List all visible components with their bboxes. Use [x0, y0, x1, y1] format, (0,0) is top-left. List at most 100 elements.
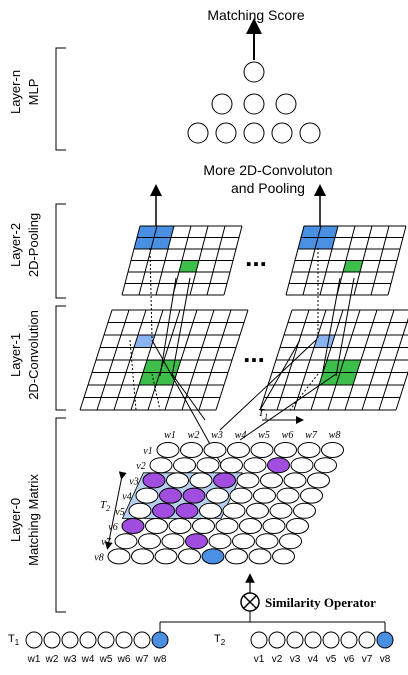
pooling-grid-left [121, 225, 243, 296]
connection-line [219, 339, 317, 431]
matrix-cell [290, 457, 314, 474]
svg-text:2D-Convolution: 2D-Convolution [26, 310, 41, 400]
matrix-cell [145, 518, 168, 534]
matrix-cell [225, 548, 248, 565]
matrix-cell [203, 442, 227, 458]
token-label: v1 [254, 654, 265, 665]
bracket-layer-0 [55, 417, 66, 613]
matrix-cell [135, 487, 159, 504]
svg-text:Matching Matrix: Matching Matrix [26, 474, 41, 566]
grid-line [361, 309, 395, 411]
matrix-cell [166, 472, 189, 489]
svg-text:2D-Pooling: 2D-Pooling [26, 213, 41, 277]
grid-line [285, 225, 305, 296]
matrix-cell [220, 457, 243, 474]
grid-highlight [134, 335, 155, 348]
matrix-cell [178, 548, 201, 565]
connection-line [171, 277, 191, 377]
connection-line [171, 373, 206, 421]
matrix-col-label: w4 [235, 430, 247, 441]
matrix-row-label: v7 [101, 537, 111, 548]
matrix-col-label: w8 [329, 430, 341, 441]
connection-line [239, 373, 337, 441]
matrix-cell [215, 518, 239, 534]
matrix-cell [159, 487, 182, 504]
grid-line [96, 309, 130, 411]
grid-line [113, 309, 147, 411]
matrix-row-label: v2 [136, 461, 145, 472]
matrix-cell [131, 548, 154, 565]
grid-line [378, 317, 408, 411]
matrix-col-label: w3 [211, 430, 223, 441]
matrix-cell [297, 442, 321, 458]
grid-line [130, 309, 164, 411]
token-label: w8 [153, 654, 167, 665]
connection-line [149, 247, 153, 339]
matrix-row-label: v8 [94, 552, 103, 563]
matrix-cell [199, 502, 222, 519]
matrix-cell [128, 502, 152, 519]
token-node [304, 631, 322, 649]
matrix-cell [250, 442, 274, 458]
matrix-cell [255, 533, 279, 550]
matrix-row-label: v3 [129, 476, 138, 487]
grid-line [387, 225, 407, 296]
matrix-cell [321, 442, 344, 458]
matrix-cell [142, 472, 166, 489]
conv-grid-left [79, 309, 249, 411]
token-node [79, 631, 97, 649]
token-node [268, 631, 286, 649]
grid-line [319, 225, 339, 296]
feature-grids [79, 225, 408, 411]
mlp-node [275, 93, 297, 115]
token-node [340, 631, 358, 649]
token-label: w5 [99, 654, 113, 665]
grid-line [79, 309, 113, 411]
matrix-cell [243, 457, 267, 474]
matrix-t1-label: T1 [258, 407, 268, 421]
mlp-node [243, 122, 265, 144]
layer-n-label: Layer-n MLP [8, 70, 41, 114]
token-label: w7 [135, 654, 149, 665]
svg-text:Layer-n: Layer-n [8, 70, 23, 114]
mlp-node [211, 93, 233, 115]
matrix-cell [262, 518, 286, 534]
grid-line [121, 225, 141, 296]
matrix-cell [208, 533, 232, 550]
grid-line [370, 225, 390, 296]
matrix-cell [114, 533, 138, 550]
mlp-node [215, 122, 237, 144]
sequence-title: T1 [8, 633, 20, 647]
mlp-node [187, 122, 209, 144]
token-label: v5 [326, 654, 337, 665]
grid-line [155, 225, 175, 296]
token-label: v2 [272, 654, 283, 665]
similarity-operator-label: Similarity Operator [265, 595, 376, 610]
matrix-cell [107, 548, 131, 565]
grid-line [147, 309, 181, 411]
layer-1-label: Layer-1 2D-Convolution [8, 310, 41, 400]
mlp-node [243, 61, 265, 83]
token-label: v7 [362, 654, 373, 665]
matrix-cell [196, 457, 220, 474]
token-node [115, 631, 133, 649]
svg-text:Layer-2: Layer-2 [8, 223, 23, 267]
sequence-title: T2 [214, 633, 226, 647]
grid-line [181, 309, 215, 411]
token-label: w3 [63, 654, 77, 665]
token-label: w1 [27, 654, 41, 665]
bracket-layer-2 [55, 203, 66, 299]
token-node [376, 631, 394, 649]
matrix-cell [206, 487, 229, 504]
matrix-cell [267, 457, 290, 474]
token-label: v8 [380, 654, 391, 665]
matrix-cell [239, 518, 262, 534]
token-node [322, 631, 340, 649]
grid-line [344, 309, 378, 411]
token-label: v6 [344, 654, 355, 665]
grid-highlight [343, 260, 363, 272]
matrix-cell [149, 457, 173, 474]
layer-0-label: Layer-0 Matching Matrix [8, 474, 41, 566]
matrix-cell [248, 548, 272, 565]
matrix-cell [283, 472, 307, 489]
